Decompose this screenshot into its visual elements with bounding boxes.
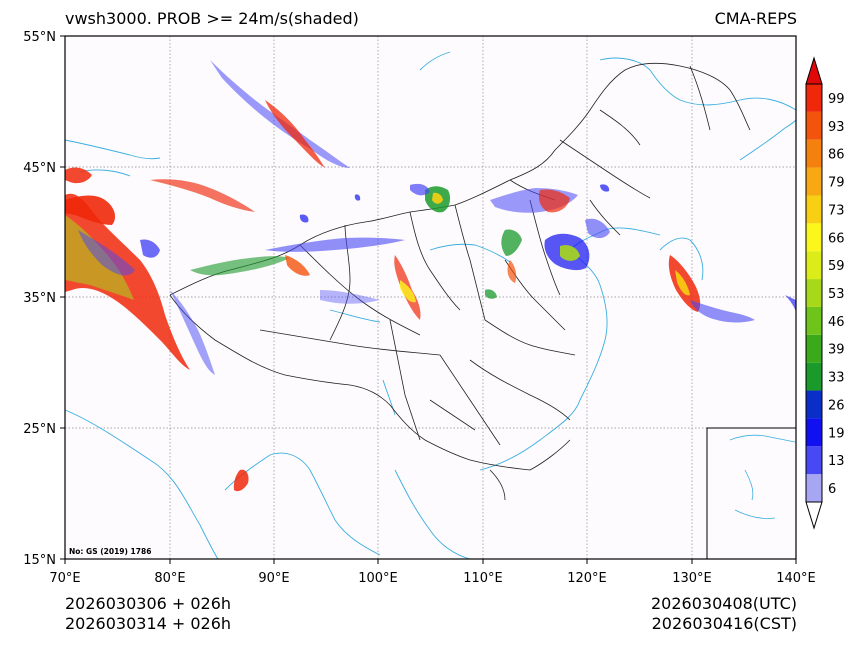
south-china-sea-inset [706, 427, 797, 560]
colorbar-segment [806, 334, 822, 363]
colorbar-label: 53 [828, 287, 845, 302]
lat-tick-label: 45°N [23, 161, 56, 176]
lat-tick-label: 25°N [23, 422, 56, 437]
colorbar-segment [806, 362, 822, 391]
approval-number: No: GS (2019) 1786 [69, 547, 151, 556]
colorbar-segment [806, 111, 822, 140]
colorbar-label: 39 [828, 343, 845, 358]
colorbar-segment [806, 251, 822, 280]
colorbar-label: 46 [828, 315, 845, 330]
lon-tick-label: 90°E [258, 571, 289, 586]
colorbar-segment [806, 390, 822, 419]
colorbar-segment [806, 195, 822, 224]
colorbar-extend-high [805, 56, 823, 85]
lon-tick-label: 70°E [49, 571, 80, 586]
colorbar-label: 93 [828, 120, 845, 135]
lon-tick-label: 110°E [463, 571, 503, 586]
colorbar-segment [806, 84, 822, 112]
colorbar-extend-low [805, 501, 823, 530]
lat-tick-label: 35°N [23, 291, 56, 306]
axis-ticks [60, 35, 797, 564]
valid-cst: 2026030416(CST) [651, 614, 797, 633]
colorbar-segment [806, 279, 822, 307]
lon-tick-label: 140°E [776, 571, 816, 586]
model-name: CMA-REPS [714, 9, 797, 28]
colorbar-label: 6 [828, 482, 836, 497]
colorbar-segment [806, 139, 822, 168]
colorbar: 99 93 86 79 73 66 59 53 46 39 33 26 19 13 6 [805, 56, 845, 530]
valid-utc: 2026030408(UTC) [651, 594, 797, 613]
map-background [65, 36, 796, 559]
init-utc: 2026030306 + 026h [65, 594, 232, 613]
colorbar-label: 86 [828, 148, 845, 163]
colorbar-label: 73 [828, 203, 845, 218]
colorbar-segment [806, 306, 822, 335]
lon-tick-label: 80°E [154, 571, 185, 586]
lat-tick-label: 55°N [23, 30, 56, 45]
lon-tick-label: 120°E [567, 571, 607, 586]
footer-valid-times: 2026030408(UTC) 2026030416(CST) [651, 594, 797, 634]
colorbar-label: 26 [828, 398, 845, 413]
colorbar-segment [806, 418, 822, 447]
colorbar-label: 19 [828, 426, 845, 441]
init-cst: 2026030314 + 026h [65, 614, 232, 633]
colorbar-segment [806, 167, 822, 196]
colorbar-label: 66 [828, 231, 845, 246]
map-title: vwsh3000. PROB >= 24m/s(shaded) [65, 9, 359, 28]
colorbar-label: 79 [828, 176, 845, 191]
colorbar-label: 99 [828, 92, 845, 107]
colorbar-label: 59 [828, 259, 845, 274]
colorbar-segment [806, 446, 822, 475]
lon-tick-label: 130°E [672, 571, 712, 586]
lat-tick-label: 15°N [23, 553, 56, 568]
coastlines [64, 51, 797, 560]
colorbar-frame [805, 83, 823, 503]
inset-coastline [729, 434, 796, 519]
colorbar-label: 13 [828, 454, 845, 469]
colorbar-segment [806, 223, 822, 252]
lon-tick-label: 100°E [358, 571, 398, 586]
probability-shading [65, 60, 796, 492]
colorbar-label: 33 [828, 371, 845, 386]
footer-init-times: 2026030306 + 026h 2026030314 + 026h [65, 594, 231, 634]
colorbar-segment [806, 474, 822, 502]
graticule [65, 36, 796, 559]
